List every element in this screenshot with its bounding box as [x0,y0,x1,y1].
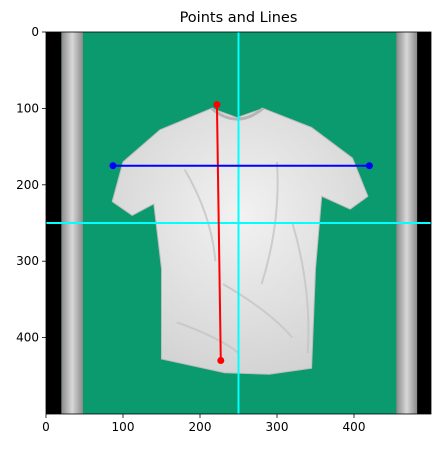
x-tick-label: 200 [189,420,212,434]
y-tick-label: 200 [16,178,39,192]
image-tshirt-wrinkle [222,283,294,339]
chart-title: Points and Lines [180,10,298,26]
x-tick-label: 300 [266,420,289,434]
segment-line-0 [215,104,222,361]
overlay-marks [46,32,431,414]
image-tshirt [111,107,369,375]
image-tshirt-collar [210,107,265,121]
y-tick-label: 0 [31,25,39,39]
segment-1-point-0 [109,162,117,170]
y-axis: 0 100 200 300 400 [16,25,46,345]
plot-frame [45,31,432,415]
x-tick-label: 0 [42,420,50,434]
segment-0-point-1 [217,357,225,365]
x-axis: 0 100 200 300 400 [42,414,365,434]
y-tick-label: 100 [16,101,39,115]
x-tick-label: 400 [343,420,366,434]
image-tshirt-wrinkle [176,321,240,354]
segment-0-point-0 [213,101,221,109]
image-tshirt-wrinkle [291,222,310,353]
image-tshirt-wrinkle [183,169,217,262]
x-tick-label: 100 [112,420,135,434]
y-tick-label: 300 [16,254,39,268]
segment-1-point-1 [365,162,373,170]
y-tick-label: 400 [16,331,39,345]
